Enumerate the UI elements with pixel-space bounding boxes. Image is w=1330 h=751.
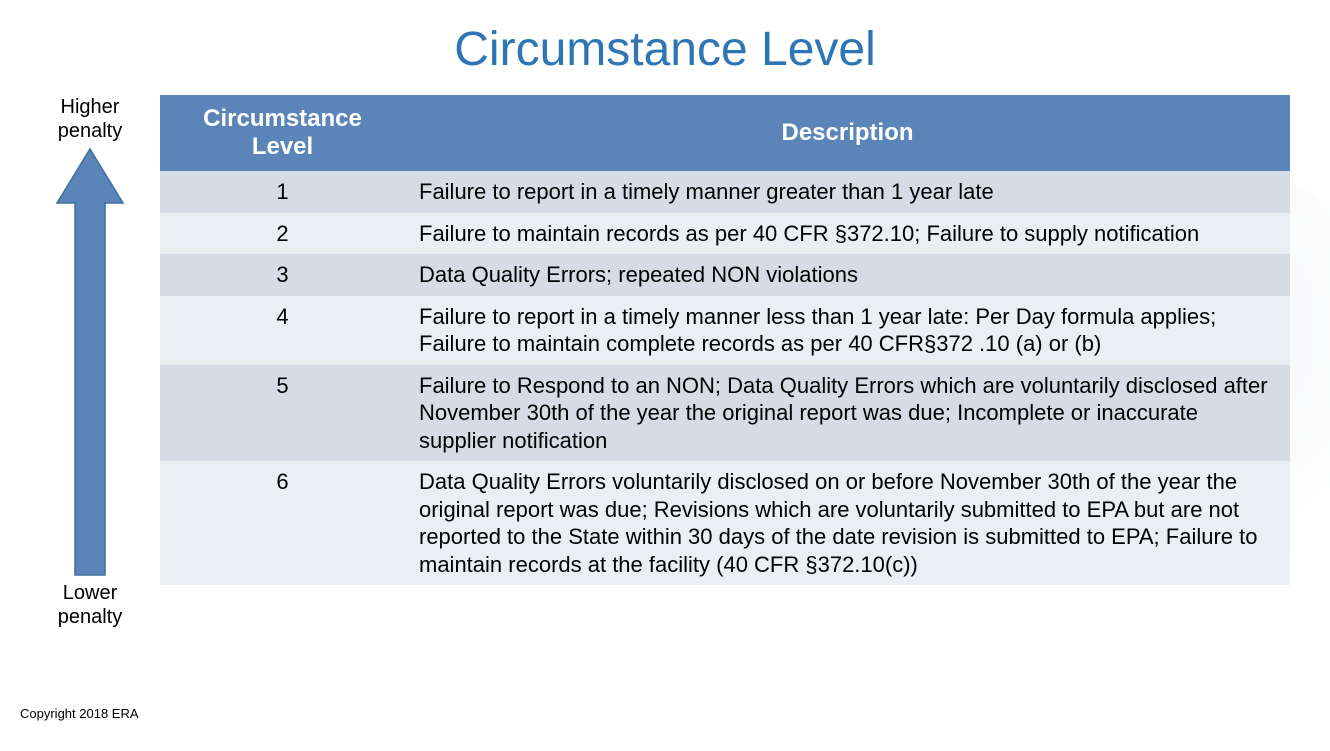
copyright-text: Copyright 2018 ERA [20, 706, 139, 721]
description-cell: Failure to maintain records as per 40 CF… [405, 213, 1290, 255]
level-cell: 6 [160, 461, 405, 585]
level-cell: 2 [160, 213, 405, 255]
table-row: 6Data Quality Errors voluntarily disclos… [160, 461, 1290, 585]
table-row: 5Failure to Respond to an NON; Data Qual… [160, 365, 1290, 462]
table-header-row: Circumstance Level Description [160, 95, 1290, 171]
col-header-description: Description [405, 95, 1290, 171]
level-cell: 1 [160, 171, 405, 213]
description-cell: Failure to report in a timely manner les… [405, 296, 1290, 365]
table-column: Circumstance Level Description 1Failure … [160, 95, 1310, 585]
description-cell: Data Quality Errors; repeated NON violat… [405, 254, 1290, 296]
level-cell: 3 [160, 254, 405, 296]
table-row: 4Failure to report in a timely manner le… [160, 296, 1290, 365]
level-cell: 4 [160, 296, 405, 365]
penalty-arrow-column: Higher penalty Lower penalty [20, 95, 160, 629]
description-cell: Failure to Respond to an NON; Data Quali… [405, 365, 1290, 462]
up-arrow-icon [55, 147, 125, 577]
col-header-level: Circumstance Level [160, 95, 405, 171]
table-row: 2Failure to maintain records as per 40 C… [160, 213, 1290, 255]
higher-label-line2: penalty [58, 120, 123, 142]
higher-penalty-label: Higher penalty [58, 95, 123, 143]
table-row: 1Failure to report in a timely manner gr… [160, 171, 1290, 213]
content-wrapper: Higher penalty Lower penalty Circumstanc… [0, 95, 1330, 629]
lower-label-line1: Lower [63, 582, 117, 604]
table-row: 3Data Quality Errors; repeated NON viola… [160, 254, 1290, 296]
lower-label-line2: penalty [58, 606, 123, 628]
level-cell: 5 [160, 365, 405, 462]
circumstance-level-table: Circumstance Level Description 1Failure … [160, 95, 1290, 585]
lower-penalty-label: Lower penalty [58, 581, 123, 629]
higher-label-line1: Higher [61, 96, 120, 118]
description-cell: Failure to report in a timely manner gre… [405, 171, 1290, 213]
description-cell: Data Quality Errors voluntarily disclose… [405, 461, 1290, 585]
slide-title: Circumstance Level [0, 0, 1330, 95]
